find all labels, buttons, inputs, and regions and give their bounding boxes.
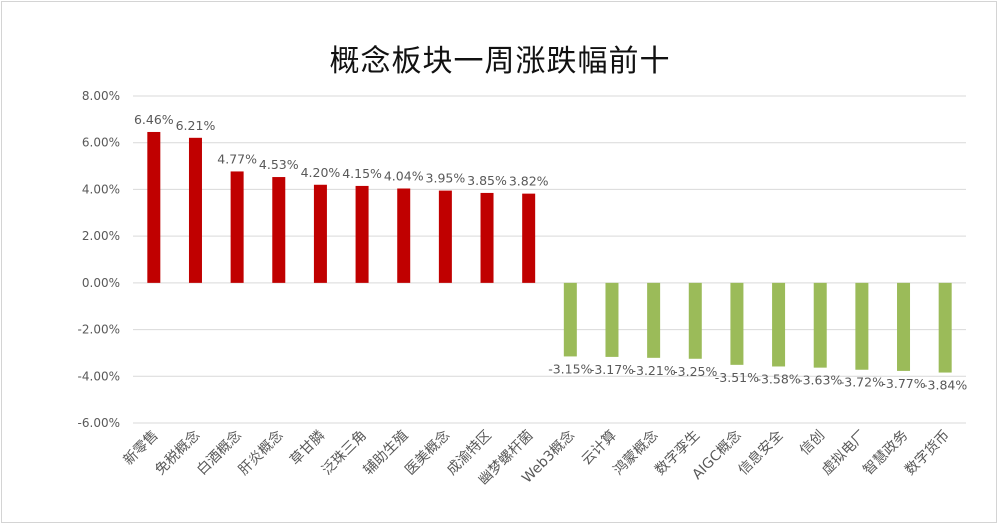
y-tick-label: -6.00% [78, 416, 120, 430]
x-tick-label: 新零售 [121, 428, 162, 469]
x-tick-label: 信息安全 [735, 427, 787, 479]
y-tick-label: -2.00% [78, 323, 120, 337]
x-tick-label: 草甘膦 [287, 428, 328, 469]
bar [355, 185, 369, 283]
x-tick-label: 数字货币 [901, 427, 953, 479]
bar [313, 184, 327, 283]
bar [688, 282, 702, 359]
y-tick-label: 4.00% [82, 182, 120, 196]
x-tick-label: 医美概念 [402, 427, 454, 479]
data-label: 4.15% [342, 166, 382, 181]
bar [813, 282, 827, 368]
y-tick-label: 0.00% [82, 276, 120, 290]
data-label: 4.04% [384, 168, 424, 183]
y-tick-label: 2.00% [82, 229, 120, 243]
bar [397, 188, 411, 283]
bar [772, 282, 786, 367]
data-label: 3.85% [467, 173, 507, 188]
data-label: -3.17% [590, 362, 634, 377]
bar [188, 137, 202, 283]
bar [522, 193, 536, 283]
y-tick-label: 8.00% [82, 89, 120, 103]
bar [647, 282, 661, 358]
y-tick-label: 6.00% [82, 136, 120, 150]
bar [855, 282, 869, 370]
data-label: -3.51% [715, 370, 759, 385]
y-tick-label: -4.00% [78, 369, 120, 383]
data-label: -3.58% [756, 371, 800, 386]
bar [230, 171, 244, 283]
bar [897, 282, 911, 371]
data-label: 6.21% [176, 118, 216, 133]
data-label: -3.84% [923, 378, 967, 393]
data-label: 4.77% [217, 151, 257, 166]
x-tick-label: 免税概念 [152, 427, 204, 479]
x-tick-label: 信创 [797, 428, 828, 459]
data-label: 6.46% [134, 112, 174, 127]
bar [147, 131, 161, 283]
bar [605, 282, 619, 357]
bar [438, 190, 452, 283]
x-tick-label: 肝炎概念 [235, 427, 287, 479]
x-tick-label: 虚拟电厂 [819, 428, 870, 479]
data-label: 4.20% [301, 165, 341, 180]
x-tick-label: 泛珠三角 [319, 428, 370, 479]
data-label: 4.53% [259, 157, 299, 172]
x-tick-label: 鸿蒙概念 [610, 427, 662, 479]
x-tick-label: 辅助生殖 [360, 427, 412, 479]
bar [480, 192, 494, 283]
data-label: -3.63% [798, 373, 842, 388]
data-label: -3.77% [881, 376, 925, 391]
data-label: 3.95% [426, 171, 466, 186]
bar [938, 282, 952, 373]
x-tick-label: 智慧政务 [860, 428, 911, 479]
bar [730, 282, 744, 365]
bar [272, 177, 286, 283]
x-tick-label: 白酒概念 [193, 427, 245, 479]
data-label: -3.72% [840, 375, 884, 390]
chart-title: 概念板块一周涨跌幅前十 [329, 44, 671, 79]
bar [563, 282, 577, 357]
data-label: -3.15% [548, 361, 592, 376]
data-label: -3.21% [632, 363, 676, 378]
data-label: 3.82% [509, 174, 549, 189]
data-label: -3.25% [673, 364, 717, 379]
x-tick-label: 云计算 [579, 428, 620, 469]
